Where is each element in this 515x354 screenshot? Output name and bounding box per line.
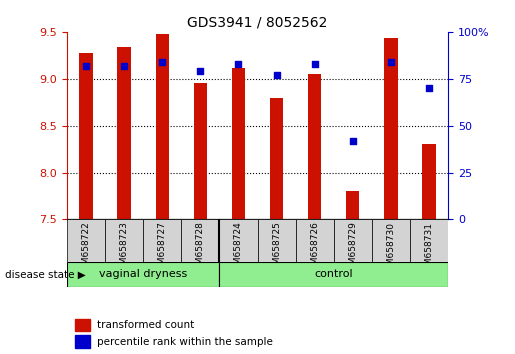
Text: GSM658726: GSM658726: [310, 222, 319, 276]
Bar: [181, 219, 219, 262]
Bar: [79, 53, 93, 219]
Bar: [384, 39, 398, 219]
Text: percentile rank within the sample: percentile rank within the sample: [97, 337, 273, 347]
Text: disease state ▶: disease state ▶: [5, 269, 86, 279]
Point: [234, 61, 243, 67]
Point: [311, 61, 319, 67]
Point: [349, 138, 357, 143]
Bar: [270, 97, 283, 219]
Bar: [422, 144, 436, 219]
Text: GSM658728: GSM658728: [196, 222, 205, 276]
Bar: [219, 219, 258, 262]
Bar: [75, 335, 90, 348]
Bar: [334, 219, 372, 262]
Point: [120, 63, 128, 68]
Bar: [143, 219, 181, 262]
Point: [158, 59, 166, 65]
Bar: [219, 262, 448, 287]
Point: [82, 63, 90, 68]
Point: [196, 68, 204, 74]
Text: vaginal dryness: vaginal dryness: [99, 269, 187, 279]
Text: GSM658722: GSM658722: [81, 222, 91, 276]
Text: GSM658724: GSM658724: [234, 222, 243, 276]
Point: [272, 72, 281, 78]
Text: control: control: [314, 269, 353, 279]
Bar: [75, 319, 90, 331]
Title: GDS3941 / 8052562: GDS3941 / 8052562: [187, 15, 328, 29]
Bar: [67, 262, 219, 287]
Bar: [156, 34, 169, 219]
Point: [387, 59, 395, 65]
Text: GSM658729: GSM658729: [348, 222, 357, 276]
Text: GSM658725: GSM658725: [272, 222, 281, 276]
Text: GSM658730: GSM658730: [386, 222, 396, 276]
Bar: [296, 219, 334, 262]
Text: GSM658723: GSM658723: [119, 222, 129, 276]
Bar: [67, 219, 105, 262]
Bar: [308, 74, 321, 219]
Bar: [372, 219, 410, 262]
Bar: [346, 192, 359, 219]
Bar: [258, 219, 296, 262]
Point: [425, 85, 433, 91]
Text: GSM658727: GSM658727: [158, 222, 167, 276]
Bar: [117, 47, 131, 219]
Bar: [105, 219, 143, 262]
Text: transformed count: transformed count: [97, 320, 195, 330]
Bar: [194, 82, 207, 219]
Bar: [410, 219, 448, 262]
Bar: [232, 68, 245, 219]
Text: GSM658731: GSM658731: [424, 222, 434, 276]
